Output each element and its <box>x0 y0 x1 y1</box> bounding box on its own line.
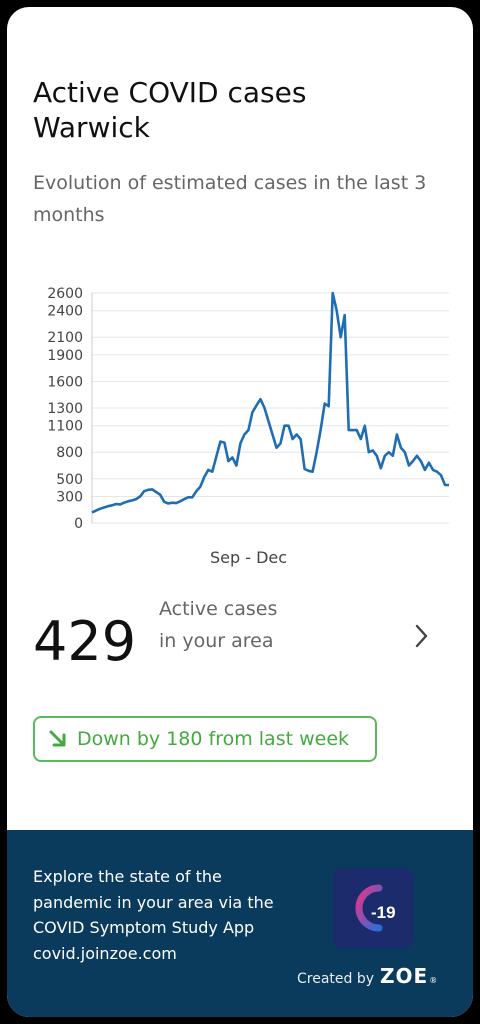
y-tick-label: 1900 <box>47 348 83 364</box>
chevron-right-icon[interactable] <box>407 621 437 651</box>
registered-mark: ® <box>429 976 438 985</box>
y-tick-label: 2100 <box>47 330 83 346</box>
trend-label: Down by 180 from last week <box>77 728 350 750</box>
x-axis-label: Sep - Dec <box>210 548 287 567</box>
footer-text[interactable]: Explore the state of the pandemic in you… <box>33 867 274 963</box>
y-tick-label: 0 <box>74 516 83 532</box>
title-line-2: Warwick <box>33 111 150 144</box>
active-cases-label: Active cases in your area <box>159 598 278 652</box>
created-by-label: Created by <box>297 971 375 987</box>
y-tick-label: 1600 <box>47 374 83 390</box>
trend-badge: Down by 180 from last week <box>33 716 377 762</box>
y-tick-label: 500 <box>56 472 83 488</box>
footer-banner: Explore the state of the pandemic in you… <box>7 830 473 1017</box>
title-line-1: Active COVID cases <box>33 76 307 109</box>
page-title: Active COVID cases Warwick <box>33 75 306 145</box>
y-tick-label: 2600 <box>47 286 83 302</box>
brand-name: ZOE <box>380 964 429 988</box>
logo-text: -19 <box>371 903 396 922</box>
y-tick-label: 1300 <box>47 401 83 417</box>
covid-app-logo-icon[interactable]: -19 <box>333 868 413 948</box>
chart-subtitle: Evolution of estimated cases in the last… <box>33 172 427 226</box>
y-tick-label: 2400 <box>47 304 83 320</box>
arrow-down-right-icon <box>49 730 66 747</box>
y-tick-label: 800 <box>56 445 83 461</box>
covid-card: Active COVID cases Warwick Evolution of … <box>7 7 473 1017</box>
active-cases-count: 429 <box>33 610 137 673</box>
series-line <box>91 291 450 514</box>
y-tick-label: 1100 <box>47 419 83 435</box>
created-by: Created by ZOE ® <box>297 964 447 994</box>
y-tick-label: 300 <box>56 489 83 505</box>
